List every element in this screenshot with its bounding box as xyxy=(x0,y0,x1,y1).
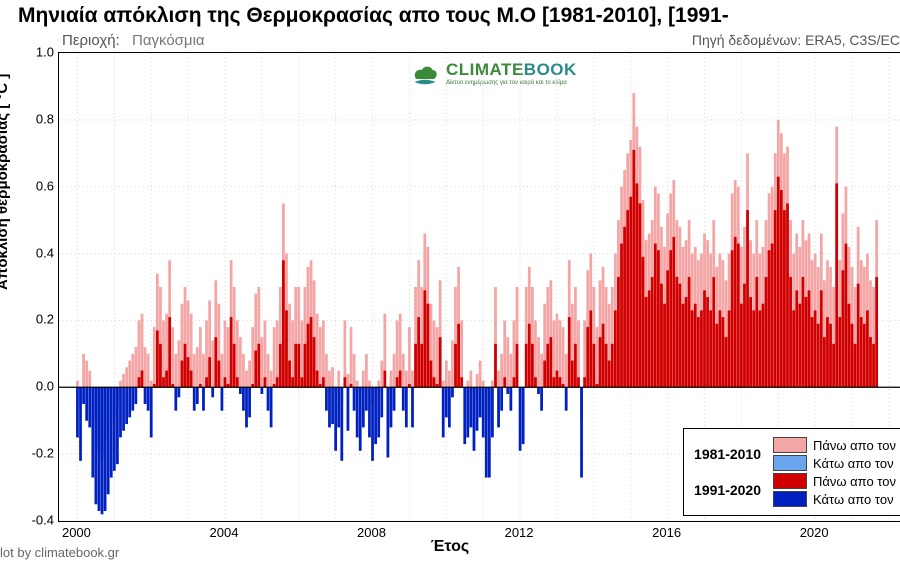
x-tick: 2020 xyxy=(800,525,829,540)
legend-swatch-below-1981 xyxy=(773,455,807,471)
legend-period-2: 1991-2020 xyxy=(694,482,767,498)
x-tick: 2008 xyxy=(357,525,386,540)
x-tick: 2004 xyxy=(210,525,239,540)
y-tick: 1.0 xyxy=(14,45,54,60)
legend-period-1: 1981-2010 xyxy=(694,446,767,462)
legend-label-below-1: Κάτω απο τον xyxy=(813,456,896,471)
x-tick: 2012 xyxy=(505,525,534,540)
region-value: Παγκόσμια xyxy=(132,32,205,49)
data-source: Πηγή δεδομένων: ERA5, C3S/EC xyxy=(692,32,900,48)
y-tick: 0.4 xyxy=(14,245,54,260)
x-tick: 2016 xyxy=(652,525,681,540)
legend: 1981-2010 Πάνω απο τον Κάτω απο τον 1991… xyxy=(683,428,900,516)
legend-label-below-2: Κάτω απο τον xyxy=(813,492,896,507)
y-tick: 0.2 xyxy=(14,312,54,327)
region-label: Περιοχή: xyxy=(62,32,120,49)
y-tick: 0.8 xyxy=(14,111,54,126)
legend-swatch-below-1991 xyxy=(773,491,807,507)
legend-label-above-1: Πάνω απο τον xyxy=(813,438,896,453)
x-axis-label: Έτος xyxy=(431,538,469,556)
y-tick: 0.0 xyxy=(14,379,54,394)
legend-swatch-above-1991 xyxy=(773,473,807,489)
chart-title: Μηνιαία απόκλιση της Θερμοκρασίας απο το… xyxy=(18,4,729,28)
y-tick: 0.6 xyxy=(14,178,54,193)
y-tick: -0.2 xyxy=(14,446,54,461)
legend-label-above-2: Πάνω απο τον xyxy=(813,474,896,489)
chart-container: Μηνιαία απόκλιση της Θερμοκρασίας απο το… xyxy=(0,0,900,562)
x-tick: 2000 xyxy=(62,525,91,540)
y-tick: -0.4 xyxy=(14,513,54,528)
credit-text: lot by climatebook.gr xyxy=(0,545,119,560)
y-axis-label: Απόκλιση θερμοκρασίας [ °C ] xyxy=(0,74,11,290)
legend-swatch-above-1981 xyxy=(773,437,807,453)
